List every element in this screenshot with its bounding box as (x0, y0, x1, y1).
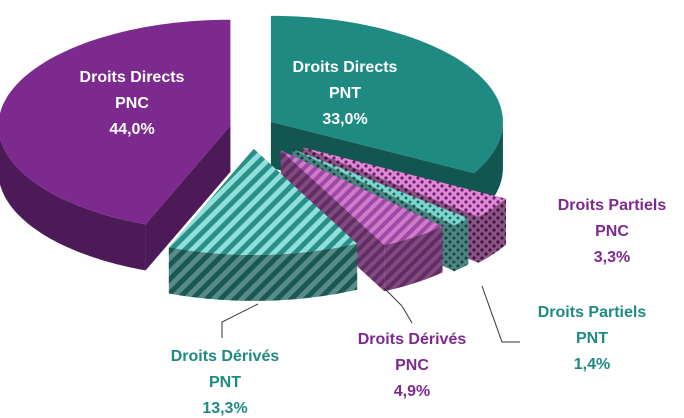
slice-shade (168, 243, 358, 301)
slice-label: Droits Partiels (558, 197, 667, 214)
value-label: 3,3% (594, 249, 630, 266)
value-label: 44,0% (109, 121, 154, 138)
slice-label: Droits Partiels (538, 304, 647, 321)
slice-shade (478, 198, 506, 263)
slice-label: PNC (595, 223, 629, 240)
leader-line (383, 287, 413, 324)
value-label: 33,0% (322, 111, 367, 128)
slice-shade (454, 218, 469, 272)
slice-label: Droits Directs (293, 59, 398, 76)
slice-side (384, 226, 443, 292)
leader-line (481, 285, 520, 343)
value-label: 1,4% (574, 356, 610, 373)
slice (168, 148, 358, 255)
slice-shade (145, 125, 231, 271)
slice-shade (280, 150, 385, 292)
slice (292, 149, 469, 226)
slice-side (168, 243, 358, 301)
slice-side (0, 138, 146, 271)
slice (270, 15, 503, 174)
slice-label: PNC (115, 95, 149, 112)
slice-shade (384, 226, 443, 292)
slice-side (478, 198, 506, 263)
slice-label: PNC (395, 357, 429, 374)
value-label: 4,9% (394, 383, 430, 400)
slice-label: PNT (329, 85, 361, 102)
slice-label: PNT (576, 330, 608, 347)
slice (280, 150, 443, 246)
value-label: 13,3% (202, 400, 247, 417)
slice-label: Droits Dérivés (171, 348, 280, 365)
slice-label: PNT (209, 374, 241, 391)
slice (0, 19, 231, 225)
slice-label: Droits Dérivés (358, 331, 467, 348)
slice-side (145, 125, 231, 271)
slice (302, 147, 506, 217)
leader-line (221, 303, 259, 338)
pie (0, 15, 506, 301)
slice-side (454, 218, 469, 272)
slice-side (280, 150, 385, 292)
slice-shade (0, 138, 146, 271)
slice-label: Droits Directs (80, 69, 185, 86)
labels: Droits Directs PNT 33,0% Droits Partiels PNC… (80, 59, 667, 417)
